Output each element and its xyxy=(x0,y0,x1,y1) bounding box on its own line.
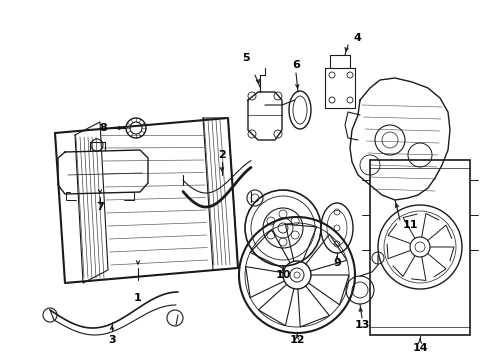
Text: 1: 1 xyxy=(134,293,142,303)
Text: 7: 7 xyxy=(96,202,104,212)
Text: 6: 6 xyxy=(292,60,300,70)
Text: 12: 12 xyxy=(289,335,305,345)
Text: 10: 10 xyxy=(275,270,291,280)
Text: 13: 13 xyxy=(354,320,369,330)
Text: 2: 2 xyxy=(218,150,226,160)
Text: 9: 9 xyxy=(333,258,341,268)
Text: 5: 5 xyxy=(242,53,250,63)
Bar xyxy=(370,160,470,335)
Text: 14: 14 xyxy=(412,343,428,353)
Text: 3: 3 xyxy=(108,335,116,345)
Text: 8: 8 xyxy=(99,123,107,133)
Text: 4: 4 xyxy=(353,33,361,43)
Text: 11: 11 xyxy=(402,220,418,230)
